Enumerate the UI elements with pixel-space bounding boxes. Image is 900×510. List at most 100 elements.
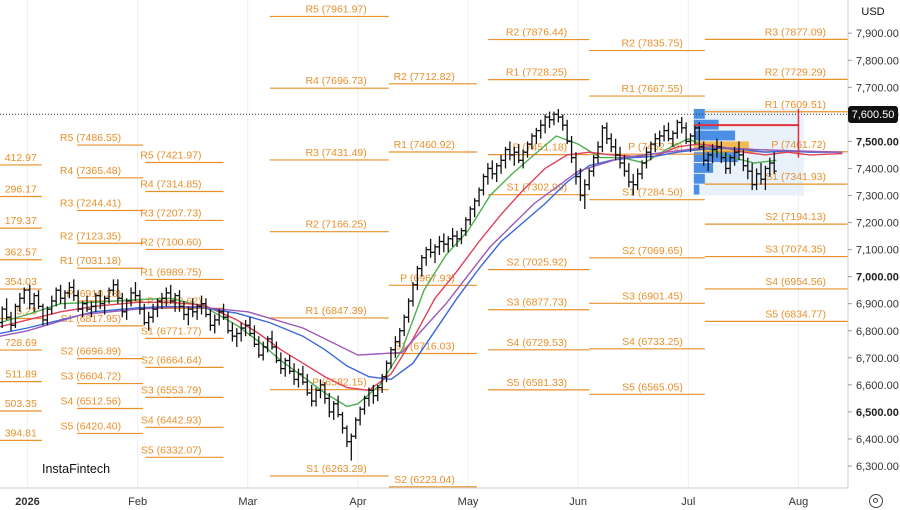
x-tick-label: Aug (789, 496, 809, 508)
pivot-level-label: S3 (6901.45) (622, 290, 683, 302)
pivot-level-label: S2 (7069.65) (622, 245, 683, 257)
settings-gear-icon[interactable] (869, 494, 883, 508)
price-bar (287, 355, 293, 375)
price-bar (53, 287, 59, 307)
pivot-level-label: S1 (7302.99) (506, 182, 567, 194)
price-bar (291, 363, 297, 385)
pivot-level-label: S3 (6877.73) (506, 297, 567, 309)
price-bar (639, 160, 645, 180)
price-bar (674, 119, 680, 139)
pivot-level-label: 394.81 (5, 427, 37, 439)
y-tick-label: 7,100.00 (856, 245, 899, 257)
pivot-level-label: P (6582.15) (312, 377, 367, 389)
volume-profile-bar (693, 173, 705, 184)
price-bar (423, 246, 429, 266)
volume-profile-bar (693, 184, 700, 195)
price-bar (679, 117, 685, 134)
price-bar (238, 322, 244, 342)
x-tick-label: Apr (349, 496, 366, 508)
price-bar (595, 141, 601, 164)
price-bar (335, 395, 341, 418)
price-bar (234, 328, 240, 347)
pivot-level-label: S1 (7341.93) (765, 171, 826, 183)
pivot-level-label: S3 (7074.35) (765, 244, 826, 256)
price-bar (304, 374, 310, 396)
y-tick-label: 6,800.00 (856, 326, 899, 338)
pivot-level-label: S4 (6954.56) (765, 276, 826, 288)
price-bar (269, 330, 275, 350)
y-tick-label: 6,400.00 (856, 434, 899, 446)
pivot-level-label: R1 (7667.55) (622, 83, 683, 95)
pivot-level-label: S3 (6553.79) (141, 384, 202, 396)
pivot-level-label: S4 (6733.25) (622, 336, 683, 348)
y-tick-label: 6,300.00 (856, 461, 899, 473)
price-bar (331, 401, 337, 421)
pivot-level-label: S1 (6771.77) (141, 325, 202, 337)
price-bar (661, 125, 667, 142)
y-tick-label: 7,000.00 (856, 272, 899, 284)
pivot-level-label: S3 (6604.72) (60, 371, 121, 383)
y-tick-label: 7,700.00 (856, 82, 899, 94)
price-bar (494, 163, 500, 182)
pivot-level-label: 296.17 (5, 184, 37, 196)
price-bar (489, 160, 495, 180)
pivot-level-label: 362.57 (5, 247, 37, 259)
y-tick-label: 6,600.00 (856, 380, 899, 392)
y-tick-label: 6,500.00 (856, 407, 899, 419)
pivot-level-label: S2 (6223.04) (394, 474, 455, 486)
price-bar (476, 187, 482, 207)
pivot-level-label: S2 (7194.13) (765, 211, 826, 223)
pivot-level-label: R2 (7100.60) (140, 236, 201, 248)
pivot-level-label: S5 (6332.07) (141, 444, 202, 456)
price-bar (207, 309, 213, 331)
price-bar (340, 411, 346, 434)
pivot-level-label: 503.35 (5, 398, 37, 410)
volume-profile-bar (693, 152, 738, 163)
price-bar (256, 336, 262, 358)
pivot-level-label: 354.03 (5, 276, 37, 288)
x-tick-label: Mar (238, 496, 257, 508)
pivot-level-label: R5 (7486.55) (60, 132, 121, 144)
price-bar (665, 122, 671, 142)
y-tick-label: 7,800.00 (856, 55, 899, 67)
price-bar (229, 322, 235, 342)
pivot-level-label: P (6910.28) (66, 288, 121, 300)
y-tick-label: 6,700.00 (856, 353, 899, 365)
x-tick-label: 2026 (15, 496, 39, 508)
instafintech-logo: InstaFintech (36, 458, 117, 480)
price-bar (432, 244, 438, 264)
price-bar (771, 152, 777, 174)
price-bar (21, 287, 27, 304)
pivot-level-label: R4 (7696.73) (305, 75, 366, 87)
pivot-level-label: R1 (6989.75) (140, 266, 201, 278)
price-bar (608, 133, 614, 153)
price-bar (185, 306, 191, 326)
price-bar (375, 384, 381, 402)
pivot-level-label: R1 (7609.51) (765, 99, 826, 111)
pivot-level-label: R3 (7877.09) (765, 26, 826, 38)
pivot-levels: 412.97 296.17 179.37 362.57 354.03 5.23 728.69… (0, 0, 848, 488)
pivot-level-label: S5 (6581.33) (506, 377, 567, 389)
pivot-level-label: R4 (7314.85) (140, 178, 201, 190)
pivot-level-label: S5 (6420.40) (60, 420, 121, 432)
pivot-level-label: R1 (7460.92) (394, 139, 455, 151)
price-bar (313, 387, 319, 407)
pivot-level-label: 412.97 (5, 152, 37, 164)
price-bar (472, 198, 478, 218)
pivot-level-label: S1 (6263.29) (306, 463, 367, 475)
price-overlays (0, 108, 848, 158)
moving-average-line (0, 146, 843, 356)
pivot-level-label: R2 (7729.29) (765, 66, 826, 78)
pivot-level-label: S2 (6664.64) (141, 354, 202, 366)
currency-selector[interactable]: USD (861, 6, 885, 18)
price-bar (0, 306, 5, 329)
y-tick-label: 7,300.00 (856, 191, 899, 203)
price-bar (428, 238, 434, 258)
x-tick-label: Feb (128, 496, 147, 508)
y-tick-label: 7,500.00 (856, 136, 899, 148)
price-bar (498, 154, 504, 174)
y-tick-label: 6,900.00 (856, 299, 899, 311)
price-bar (551, 111, 557, 126)
